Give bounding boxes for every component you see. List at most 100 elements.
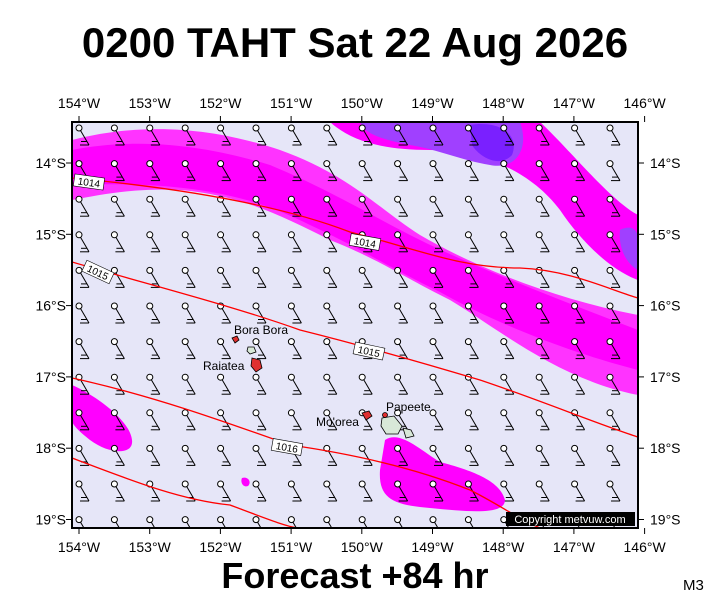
barb-staff xyxy=(575,415,586,431)
barb-station xyxy=(606,338,614,346)
barb-station xyxy=(252,480,260,488)
wind-barb xyxy=(146,444,161,466)
barb-staff xyxy=(504,237,515,253)
barb-station xyxy=(358,444,366,452)
barb-staff xyxy=(221,308,232,324)
wind-barb xyxy=(535,266,550,288)
island xyxy=(231,335,240,344)
barb-staff xyxy=(80,450,90,466)
wind-barb xyxy=(323,124,338,146)
wind-barb xyxy=(429,195,444,217)
barb-station xyxy=(181,516,189,524)
wind-barb xyxy=(571,195,586,217)
island xyxy=(246,346,257,355)
barb-staff xyxy=(611,201,621,217)
barb-station xyxy=(75,409,83,417)
wind-barb xyxy=(394,516,404,528)
barb-station xyxy=(358,480,366,488)
wind-barb xyxy=(429,373,444,395)
barb-staff xyxy=(80,308,90,324)
barb-staff xyxy=(611,237,621,253)
wind-barb xyxy=(110,124,125,146)
barb-station xyxy=(500,195,508,203)
barb-station xyxy=(146,444,154,452)
wind-barb xyxy=(394,124,409,146)
barb-station xyxy=(323,302,331,310)
barb-staff xyxy=(292,486,302,502)
barb-station xyxy=(642,339,648,345)
barb-station xyxy=(181,480,189,488)
wind-barb xyxy=(358,195,373,217)
wind-barb xyxy=(323,195,338,217)
barb-staff xyxy=(363,486,373,502)
barb-station xyxy=(110,444,118,452)
wind-barb xyxy=(287,516,297,528)
wind-barb xyxy=(464,266,479,288)
isobar-label: 1016 xyxy=(275,441,299,456)
wind-barb xyxy=(500,444,515,466)
wind-barb xyxy=(323,231,338,253)
barb-station xyxy=(429,480,437,488)
barb-station xyxy=(75,338,83,346)
barb-station xyxy=(181,266,189,274)
barb-station xyxy=(110,231,118,239)
wind-barb xyxy=(571,373,586,395)
wind-barb xyxy=(429,231,444,253)
barb-station xyxy=(429,516,437,524)
wind-barb xyxy=(146,516,156,528)
wind-barb xyxy=(217,373,232,395)
wind-barb xyxy=(394,160,409,182)
barb-staff xyxy=(434,130,444,146)
wind-barb xyxy=(464,516,474,528)
barb-staff xyxy=(504,201,515,217)
wind-barb xyxy=(642,481,655,501)
barb-station xyxy=(287,231,295,239)
isobar xyxy=(72,177,638,299)
wind-barb xyxy=(358,444,373,466)
wind-barb xyxy=(464,409,479,431)
barb-station xyxy=(146,231,154,239)
barb-staff xyxy=(540,308,550,324)
wind-barb xyxy=(429,124,444,146)
lon-label: 146°W xyxy=(624,539,667,555)
barb-staff xyxy=(292,165,302,181)
barb-station xyxy=(606,231,614,239)
barb-staff xyxy=(363,201,373,217)
barb-staff xyxy=(398,521,404,528)
forecast-label: Forecast +84 hr xyxy=(221,555,488,596)
barb-staff xyxy=(221,201,232,217)
barb-station xyxy=(217,444,225,452)
wind-barb xyxy=(429,160,444,182)
barb-staff xyxy=(80,237,90,253)
wind-barb xyxy=(110,160,125,182)
barb-station xyxy=(535,480,543,488)
wind-barb xyxy=(500,409,515,431)
place-label: Mo'orea xyxy=(316,415,359,429)
wind-barb xyxy=(181,124,196,146)
barb-station xyxy=(642,267,648,273)
barb-staff xyxy=(434,272,444,288)
wind-barb xyxy=(535,302,550,324)
barb-staff xyxy=(150,165,161,181)
copyright: Copyright metvuw.com xyxy=(514,514,625,526)
barb-station xyxy=(571,480,579,488)
wind-barb xyxy=(429,516,439,528)
barb-staff xyxy=(611,343,621,359)
barb-station xyxy=(571,195,579,203)
wind-barb xyxy=(571,338,586,360)
barb-station xyxy=(181,195,189,203)
barb-staff xyxy=(186,130,196,146)
barb-staff xyxy=(150,272,161,288)
barb-station xyxy=(394,302,402,310)
barb-station xyxy=(217,231,225,239)
barb-staff xyxy=(292,272,302,288)
wind-barb xyxy=(394,373,409,395)
map-frame xyxy=(71,121,639,529)
isobar-label-box xyxy=(72,173,106,191)
wind-barb xyxy=(287,409,302,431)
barb-staff xyxy=(575,201,586,217)
barb-staff xyxy=(292,237,302,253)
wind-barb xyxy=(464,160,479,182)
barb-station xyxy=(252,195,260,203)
wind-barb xyxy=(181,160,196,182)
